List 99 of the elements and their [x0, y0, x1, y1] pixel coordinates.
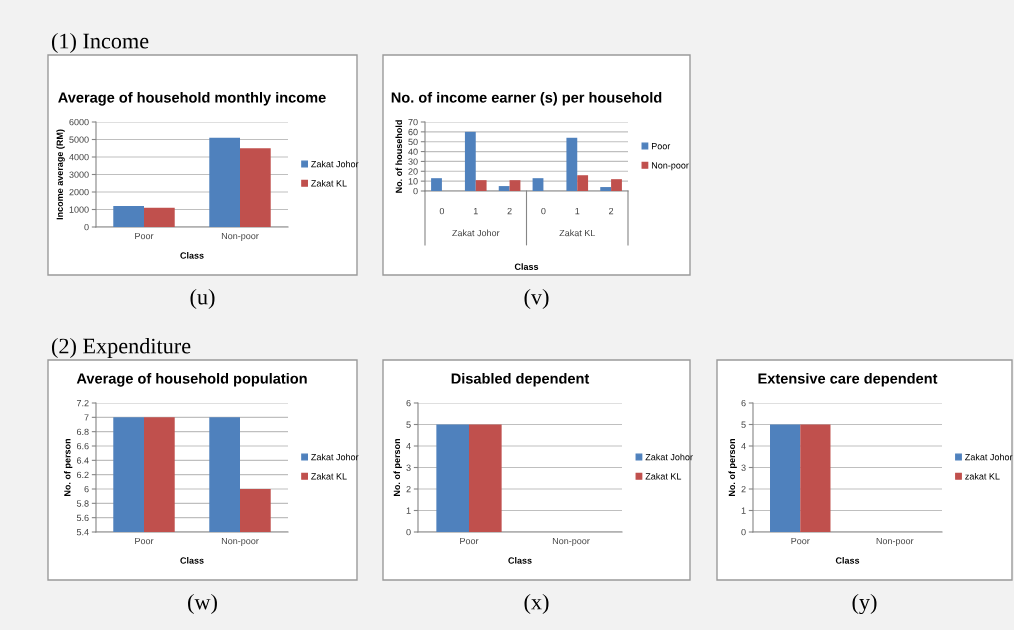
- y-tick-label: 5.8: [76, 500, 89, 507]
- y-tick-label: 50: [408, 138, 418, 146]
- y-axis-title: Income average (RM): [56, 129, 65, 220]
- y-tick-label: 5: [741, 421, 746, 428]
- x-tick-label: 1: [473, 208, 478, 215]
- x-axis-title: Class: [508, 557, 532, 564]
- x-axis-title: Class: [514, 263, 539, 270]
- x-tick-label: Non-poor: [552, 537, 590, 546]
- y-tick-label: 5.4: [76, 529, 89, 536]
- text: (y): [852, 593, 877, 615]
- x-tick-label: Poor: [460, 537, 479, 545]
- y-tick-label: 4000: [69, 153, 89, 161]
- y-tick-label: 6: [406, 399, 411, 407]
- y-tick-label: 0: [741, 528, 746, 536]
- y-tick-label: 7: [84, 414, 89, 421]
- y-tick-label: 70: [408, 118, 418, 126]
- bar: [532, 178, 544, 191]
- y-tick-label: 3: [406, 464, 411, 471]
- y-tick-label: 40: [408, 148, 418, 155]
- legend-label: Zakat Johor: [311, 160, 359, 168]
- chart-title: Average of household population: [76, 372, 307, 387]
- text: Zakat Johor: [452, 229, 500, 237]
- x-tick-label: 1: [575, 208, 580, 215]
- bar: [577, 175, 589, 191]
- x-tick-label: Poor: [135, 537, 154, 545]
- y-tick-label: 2: [741, 485, 746, 493]
- bar: [509, 180, 521, 191]
- chart-title: No. of income earner (s) per household: [391, 91, 662, 106]
- y-tick-label: 4: [741, 443, 746, 450]
- text: (x): [524, 593, 549, 615]
- y-tick-label: 5.6: [76, 514, 89, 522]
- x-axis-title: Class: [180, 252, 204, 259]
- x-tick-label: 0: [439, 207, 445, 215]
- y-tick-label: 10: [408, 178, 418, 185]
- text: (u): [190, 288, 215, 310]
- legend-label: Zakat KL: [311, 179, 347, 187]
- y-tick-label: 0: [413, 187, 418, 195]
- chart-title: Extensive care dependent: [758, 372, 938, 387]
- legend-label: Zakat Johor: [965, 453, 1013, 461]
- y-tick-label: 0: [406, 528, 411, 536]
- chart-title: Average of household monthly income: [58, 91, 326, 106]
- y-tick-label: 6: [84, 485, 89, 493]
- y-axis-title: No. of person: [63, 438, 73, 496]
- bar: [600, 187, 612, 191]
- legend-label: Non-poor: [651, 162, 689, 171]
- y-tick-label: 1000: [69, 206, 89, 213]
- text: (w): [188, 593, 217, 615]
- x-tick-label: 0: [541, 207, 546, 215]
- legend-label: Zakat KL: [645, 472, 682, 480]
- x-tick-label: 2: [609, 207, 614, 215]
- y-axis-title: No. of person: [393, 438, 402, 496]
- y-tick-label: 2000: [69, 188, 89, 196]
- bar: [475, 180, 487, 191]
- y-tick-label: 1: [741, 507, 746, 514]
- bar: [431, 178, 442, 191]
- bar: [113, 206, 144, 227]
- y-tick-label: 2: [406, 485, 411, 493]
- y-tick-label: 1: [406, 507, 411, 514]
- y-axis-title: No. of person: [728, 438, 737, 496]
- text: (v): [524, 288, 549, 310]
- bar: [144, 207, 175, 227]
- x-tick-label: Poor: [791, 537, 810, 545]
- x-tick-label: 2: [507, 207, 512, 215]
- legend-label: Zakat KL: [311, 472, 347, 480]
- bar: [209, 137, 240, 227]
- y-tick-label: 6: [741, 399, 746, 407]
- y-tick-label: 4: [406, 443, 411, 450]
- y-tick-label: 20: [408, 168, 418, 175]
- y-tick-label: 6.6: [76, 442, 89, 450]
- x-axis-title: Class: [180, 557, 204, 564]
- y-tick-label: 6.8: [76, 428, 89, 436]
- bar: [240, 148, 271, 227]
- y-tick-label: 3000: [69, 171, 89, 178]
- y-tick-label: 60: [408, 128, 418, 136]
- bar: [498, 186, 510, 191]
- text: Zakat KL: [559, 229, 596, 237]
- legend-label: Zakat Johor: [645, 453, 693, 461]
- text: (1) Income: [51, 32, 149, 54]
- legend-label: Poor: [651, 143, 671, 150]
- y-tick-label: 6.2: [76, 471, 89, 479]
- x-tick-label: Non-poor: [221, 537, 259, 546]
- y-tick-label: 5000: [69, 136, 89, 143]
- y-tick-label: 6.4: [76, 457, 89, 464]
- chart-title: Disabled dependent: [451, 372, 590, 387]
- x-tick-label: Non-poor: [876, 537, 914, 546]
- text: (2) Expenditure: [51, 337, 191, 359]
- legend-label: zakat KL: [965, 472, 1000, 480]
- y-tick-label: 0: [84, 223, 89, 231]
- bar: [464, 131, 476, 191]
- x-axis-title: Class: [835, 557, 860, 564]
- bar: [611, 179, 622, 191]
- y-tick-label: 6000: [69, 118, 89, 126]
- bar: [566, 137, 578, 191]
- y-tick-label: 30: [408, 158, 418, 165]
- y-axis-title: No. of household: [395, 120, 403, 193]
- y-tick-label: 3: [741, 464, 746, 471]
- y-tick-label: 7.2: [76, 399, 89, 407]
- legend-label: Zakat Johor: [311, 453, 359, 461]
- y-tick-label: 5: [406, 421, 411, 428]
